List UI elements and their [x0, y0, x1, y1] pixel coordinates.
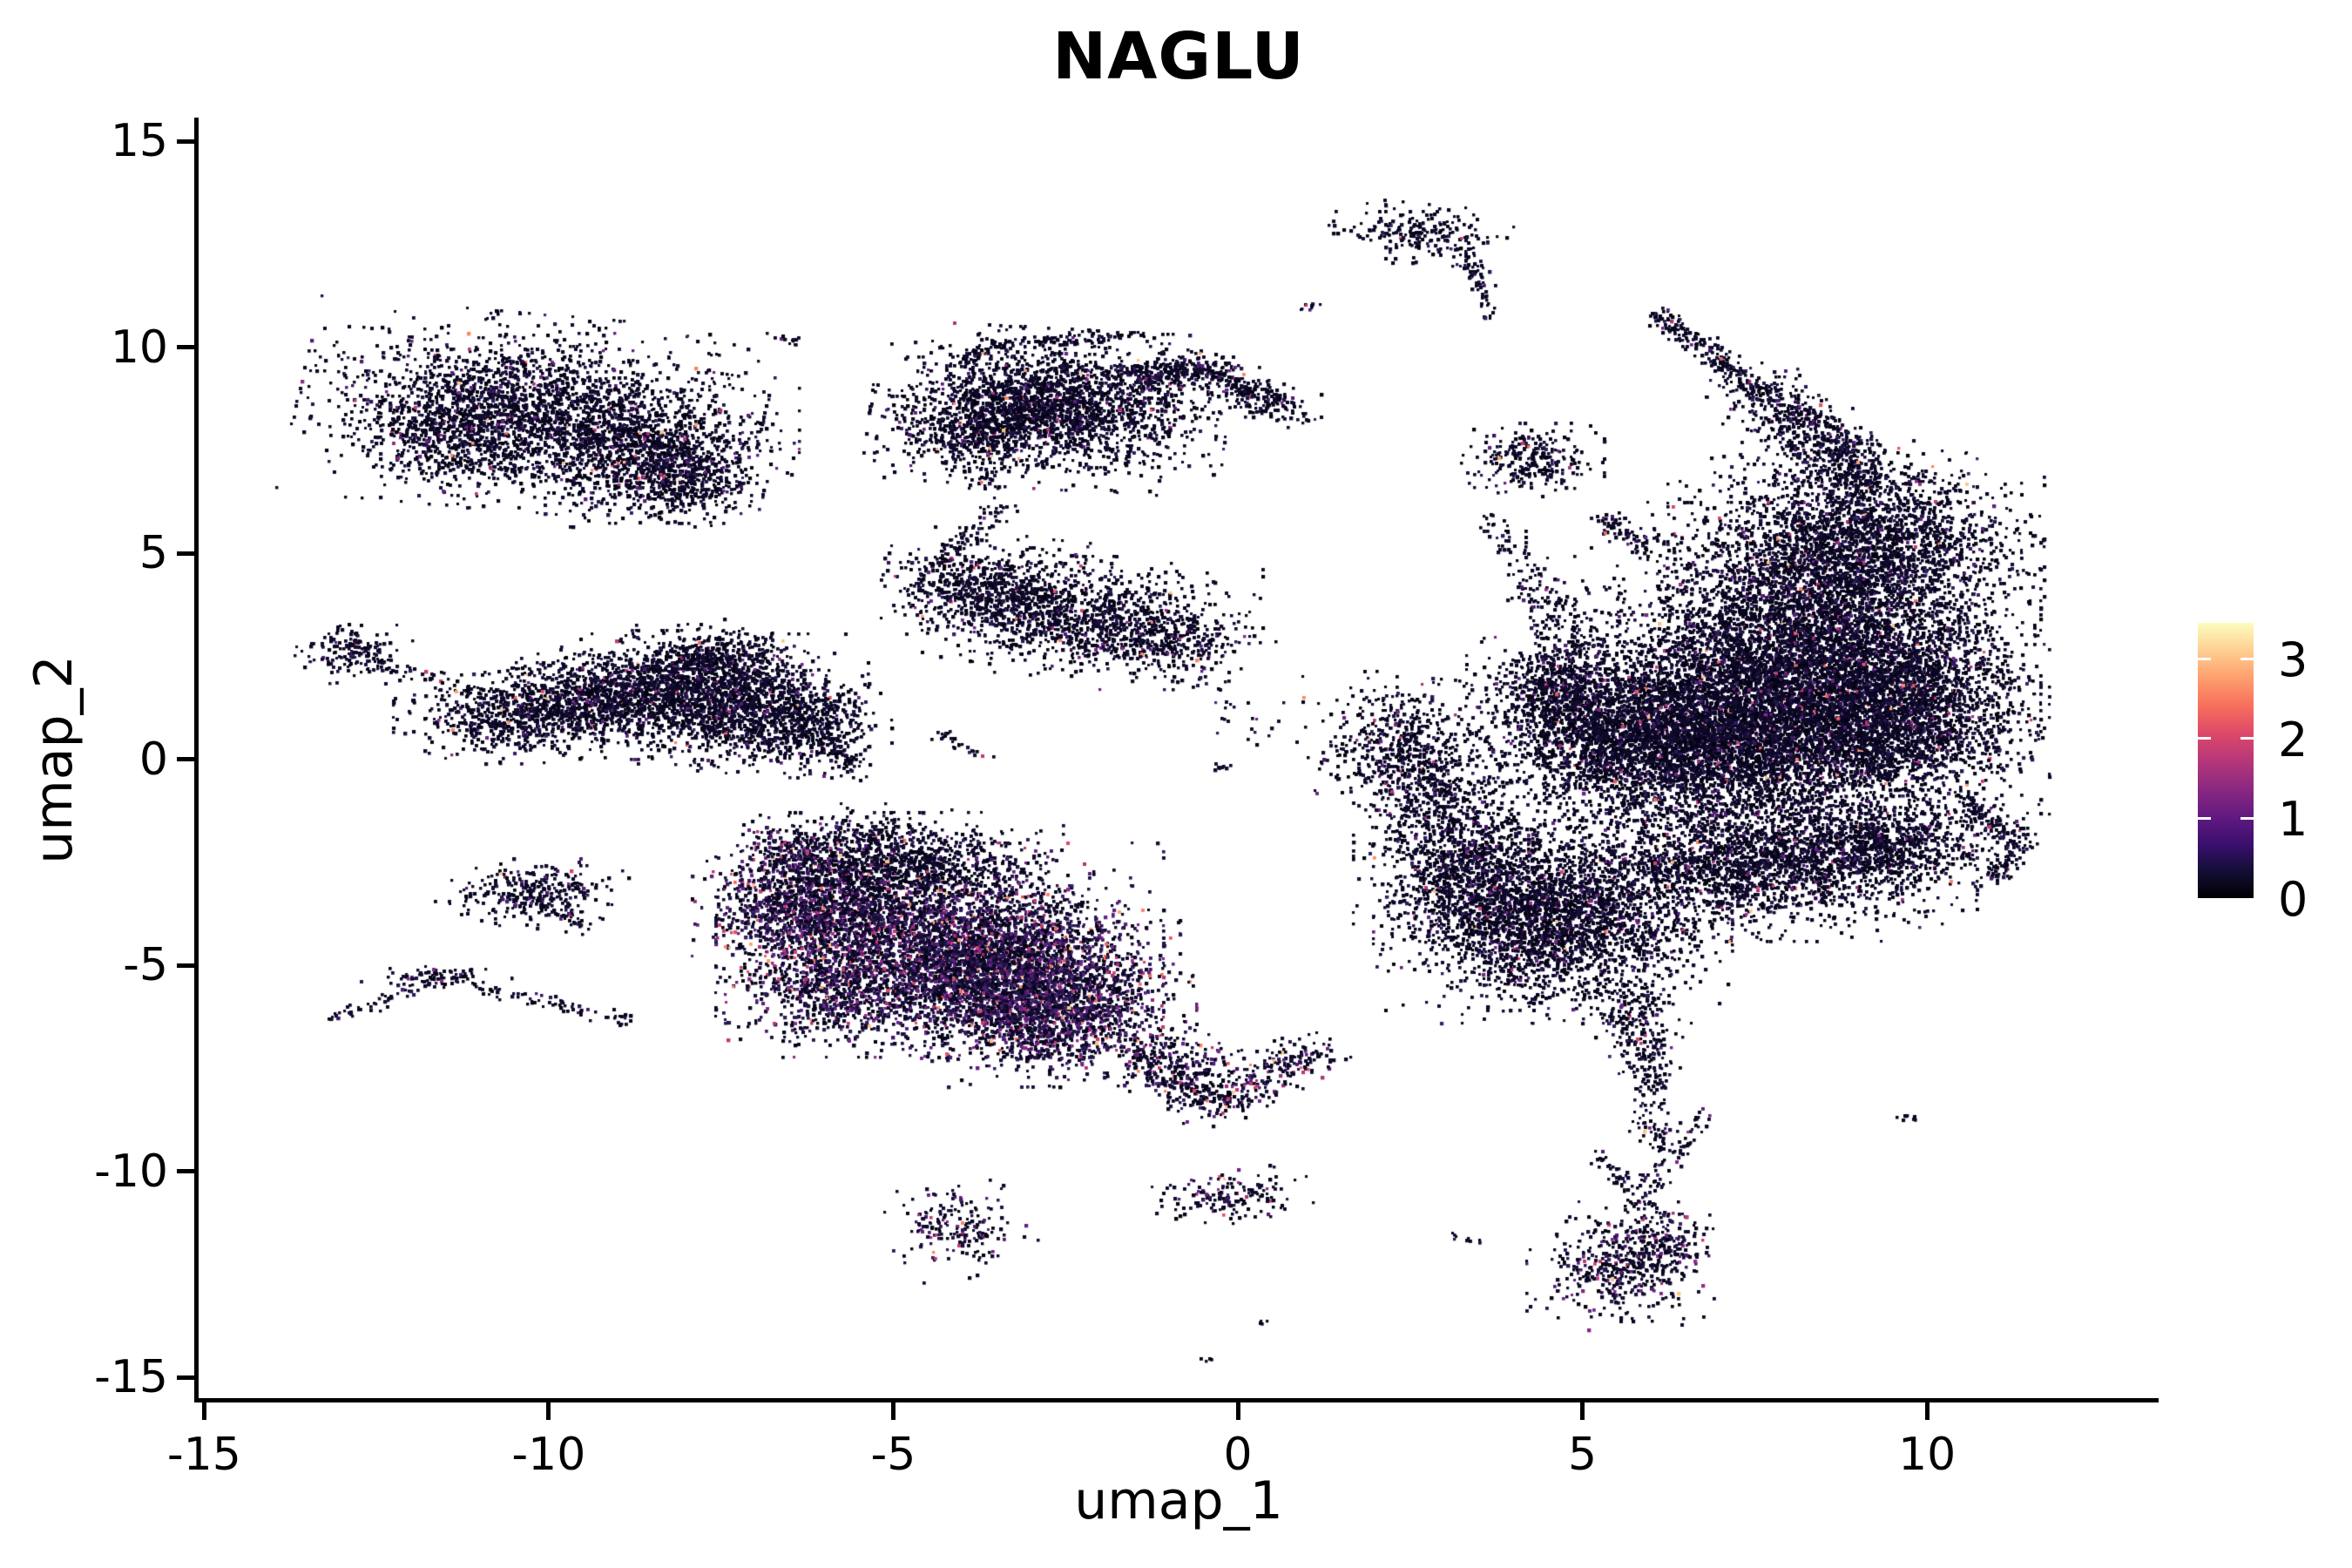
x-tick-mark [546, 1402, 551, 1420]
y-tick-mark [177, 757, 194, 762]
x-tick-label: -15 [166, 1429, 241, 1481]
x-tick-mark [201, 1402, 206, 1420]
y-tick-label: -5 [123, 939, 168, 992]
colorbar-tick [2198, 816, 2211, 820]
colorbar-tick-label: 1 [2278, 792, 2308, 848]
colorbar-tick-label: 0 [2278, 872, 2308, 927]
y-tick-label: -10 [94, 1145, 168, 1198]
colorbar-tick [2198, 657, 2211, 660]
y-axis-line [194, 118, 199, 1402]
y-tick-mark [177, 345, 194, 350]
x-tick-label: 10 [1898, 1429, 1957, 1481]
colorbar-tick [2198, 737, 2211, 740]
colorbar-tick-label: 2 [2278, 712, 2308, 767]
y-tick-mark [177, 963, 194, 968]
y-tick-label: 5 [139, 527, 168, 580]
colorbar-tick [2240, 737, 2254, 740]
x-tick-mark [1580, 1402, 1585, 1420]
colorbar-gradient [2198, 623, 2254, 898]
x-tick-label: -10 [511, 1429, 586, 1481]
y-axis-title: umap_2 [24, 655, 84, 864]
colorbar-tick [2240, 816, 2254, 820]
x-tick-mark [1235, 1402, 1240, 1420]
y-tick-mark [177, 1375, 194, 1380]
y-tick-label: 0 [139, 733, 168, 786]
y-tick-mark [177, 551, 194, 556]
x-tick-mark [1924, 1402, 1930, 1420]
y-tick-label: 10 [110, 321, 168, 374]
x-axis-title: umap_1 [1074, 1470, 1283, 1531]
x-tick-label: 0 [1223, 1429, 1253, 1481]
y-tick-mark [177, 1169, 194, 1174]
x-tick-label: -5 [870, 1429, 916, 1481]
y-tick-mark [177, 139, 194, 144]
colorbar-tick-label: 3 [2278, 632, 2308, 688]
x-axis-line [194, 1398, 2159, 1402]
colorbar-tick [2240, 657, 2254, 660]
y-tick-label: 15 [110, 115, 168, 168]
y-tick-label: -15 [94, 1351, 168, 1404]
x-tick-mark [890, 1402, 896, 1420]
x-tick-label: 5 [1568, 1429, 1598, 1481]
